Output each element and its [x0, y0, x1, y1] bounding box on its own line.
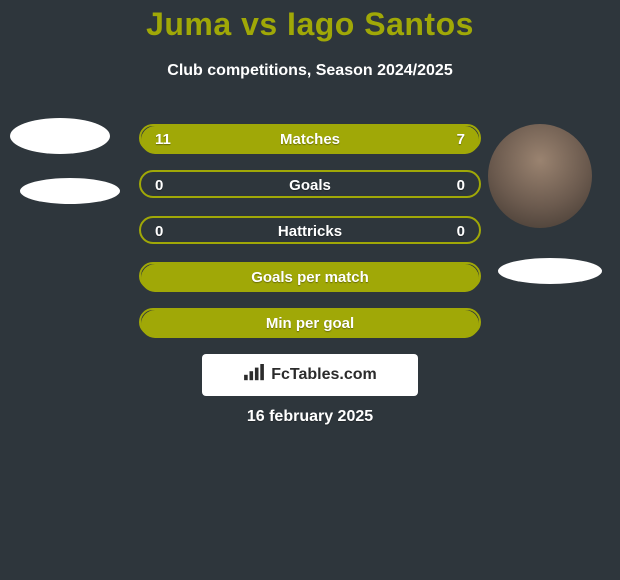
subtitle: Club competitions, Season 2024/2025 [0, 62, 620, 80]
fctables-logo: FcTables.com [202, 354, 418, 396]
player-right-avatar [488, 124, 592, 228]
stat-row: 117Matches [139, 124, 481, 152]
player-right-shadow [498, 258, 602, 284]
player-left-avatar-placeholder [10, 118, 110, 154]
stat-label: Matches [141, 126, 479, 154]
date-label: 16 february 2025 [0, 408, 620, 426]
stat-row: Goals per match [139, 262, 481, 290]
stat-label: Hattricks [141, 218, 479, 246]
page-title: Juma vs Iago Santos [0, 6, 620, 43]
stat-row: 00Hattricks [139, 216, 481, 244]
stat-label: Goals [141, 172, 479, 200]
player-left-shadow [20, 178, 120, 204]
stat-label: Goals per match [141, 264, 479, 292]
comparison-infographic: Juma vs Iago Santos Club competitions, S… [0, 0, 620, 580]
logo-text: FcTables.com [271, 366, 377, 384]
stat-row: Min per goal [139, 308, 481, 336]
stat-row: 00Goals [139, 170, 481, 198]
stat-label: Min per goal [141, 310, 479, 338]
bar-chart-icon [243, 364, 265, 387]
